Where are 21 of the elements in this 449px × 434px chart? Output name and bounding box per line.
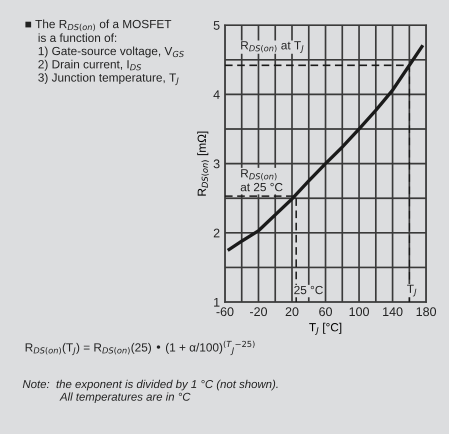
x-tick-label: 20 — [286, 307, 298, 316]
x-tick-label: -20 — [250, 307, 268, 316]
y-tick-label: 3 — [214, 159, 220, 168]
y-tick-label: 4 — [213, 90, 220, 99]
y-tick-label: 5 — [214, 21, 220, 30]
x-tick-label: 180 — [416, 307, 436, 316]
y-tick-label: 2 — [214, 228, 220, 238]
annotation: 25 °C — [294, 286, 323, 294]
y-tick-label: 1 — [214, 298, 220, 307]
x-axis-title: T$_{J}$ [°C] — [309, 322, 342, 335]
annotation: R$_{DS(on)}$ at 25 °C — [240, 169, 283, 192]
text: ■ The R$_{DS(on)}$ of a MOSFET is a function of: 1) Gate-source voltage, V$_{GS}$ 2) Drain current, I$_{DS}$ 3) Junction temperature, T$_{J}$ — [25, 20, 184, 86]
x-tick-label: 140 — [383, 307, 403, 316]
annotation: T$_{J}$ — [407, 284, 416, 296]
text: R$_{DS(on)}$(T$_{J}$) = R$_{DS(on)}$(25) • (1 + α/100)$^{(T}$$_{J}$$^{−25)}$ — [26, 340, 255, 356]
y-axis-title: R$_{DS(on)}$ [mΩ] — [197, 132, 209, 196]
x-tick-label: 60 — [319, 307, 332, 316]
annotation: R$_{DS(on)}$ at T$_{J}$ — [241, 41, 304, 53]
x-tick-label: -60 — [216, 307, 234, 316]
text: Note: the exponent is divided by 1 °C (not shown). All temperatures are in °C — [22, 380, 278, 404]
x-tick-label: 100 — [350, 307, 369, 316]
